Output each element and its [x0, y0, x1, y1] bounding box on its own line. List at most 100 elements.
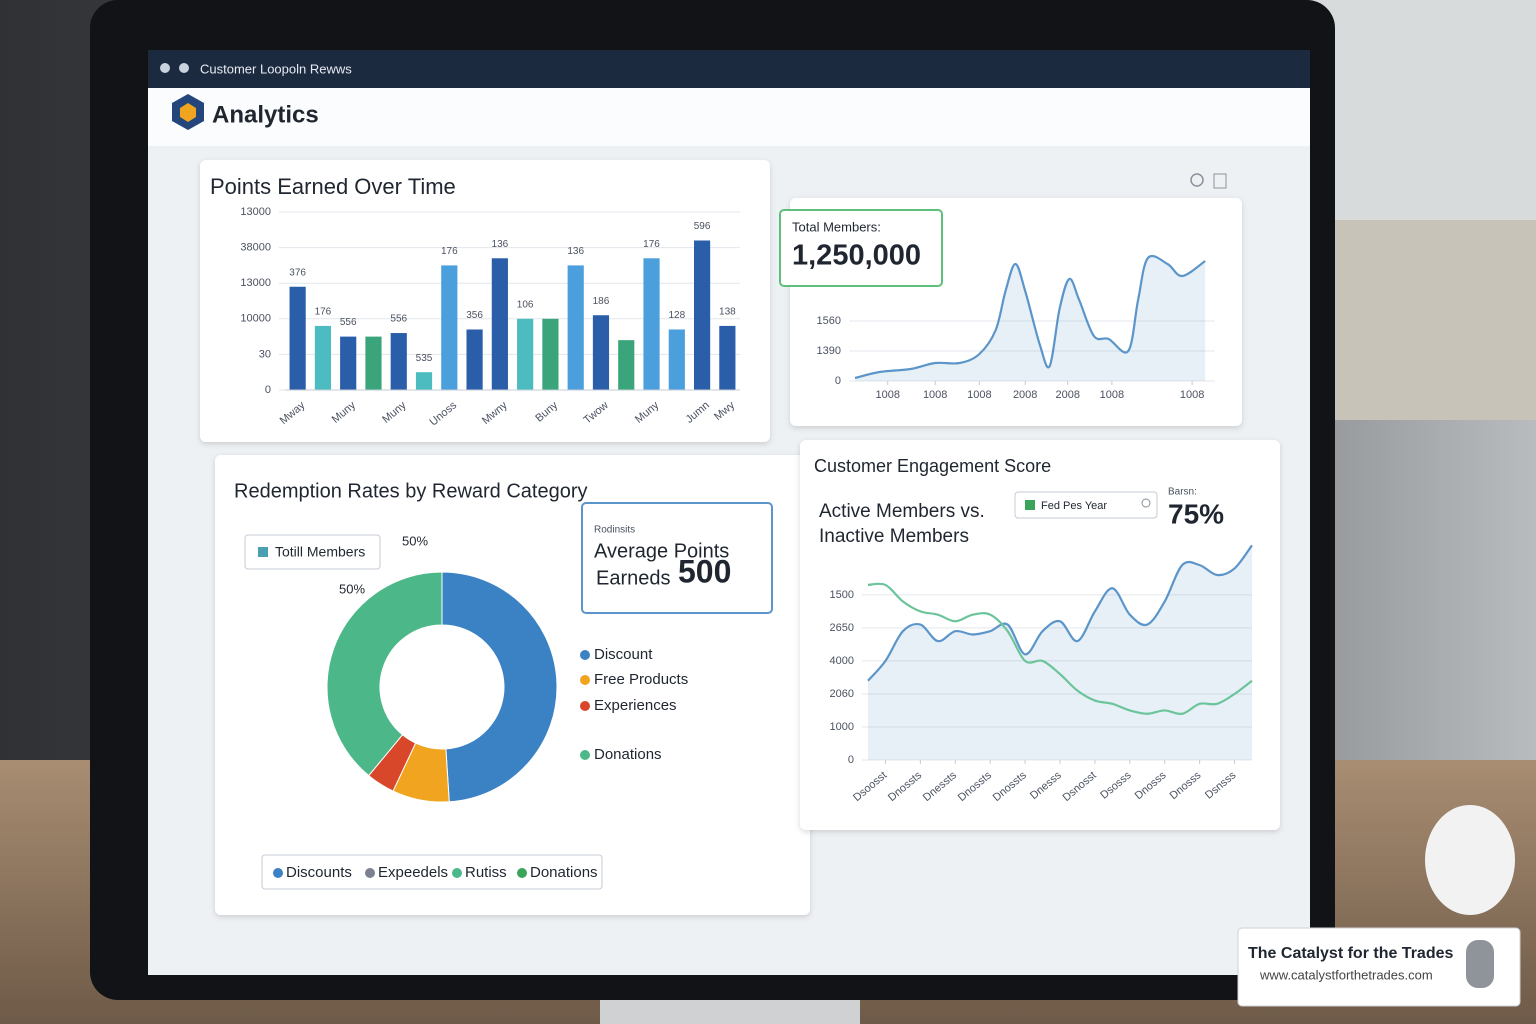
- window-control[interactable]: [179, 63, 189, 73]
- area: [868, 545, 1252, 760]
- bar-annotation: 136: [492, 239, 509, 250]
- window-title: Customer Loopoln Rewws: [200, 61, 352, 76]
- panel: [200, 160, 770, 442]
- legend-dot: [580, 650, 590, 660]
- bar: [289, 286, 306, 390]
- bar: [517, 318, 534, 390]
- app-header: [148, 88, 1310, 146]
- bar-annotation: 106: [517, 299, 534, 310]
- bar-annotation: 138: [719, 307, 736, 318]
- stat-title: Average Points: [594, 540, 729, 562]
- bar-annotation: 136: [567, 246, 584, 257]
- bar: [365, 336, 382, 390]
- bar: [592, 315, 610, 390]
- legend-label: Free Products: [594, 671, 688, 688]
- legend-swatch: [258, 547, 268, 557]
- y-tick-label: 2650: [830, 622, 854, 634]
- y-tick-label: 10000: [240, 313, 271, 325]
- app-name: Analytics: [212, 101, 319, 128]
- search-icon[interactable]: [1141, 498, 1151, 508]
- bar: [542, 318, 559, 390]
- line: [867, 582, 1253, 716]
- bar: [390, 333, 407, 390]
- bar: [466, 329, 483, 390]
- watermark: [1237, 927, 1521, 1007]
- logo: [180, 103, 196, 122]
- x-tick-label: 2008: [1055, 389, 1079, 401]
- stat-card: [779, 209, 943, 287]
- filter-box[interactable]: [1014, 491, 1158, 519]
- legend-dot: [580, 675, 590, 685]
- y-tick-label: 1390: [817, 345, 841, 357]
- stat-label: Rodinsits: [594, 525, 635, 536]
- bar: [567, 265, 584, 390]
- chart-title: Customer Engagement Score: [814, 456, 1051, 476]
- bar: [693, 240, 711, 390]
- legend-box: [244, 534, 381, 570]
- bar-annotation: 376: [289, 267, 306, 278]
- search-icon[interactable]: [1190, 173, 1204, 187]
- bar-annotation: 535: [416, 353, 433, 364]
- y-tick-label: 13000: [240, 277, 271, 289]
- legend-dot: [365, 868, 375, 878]
- bar: [719, 325, 736, 390]
- legend-label: Donations: [530, 864, 598, 881]
- legend-dot: [580, 701, 590, 711]
- watermark-icon: [1466, 940, 1494, 988]
- bar: [314, 325, 332, 390]
- legend-dot: [273, 868, 283, 878]
- y-tick-label: 0: [848, 754, 854, 766]
- y-tick-label: 30: [259, 348, 271, 360]
- donut-slice: [326, 571, 443, 777]
- legend-label: Rutiss: [465, 864, 507, 881]
- y-tick-label: 13000: [240, 206, 271, 218]
- chart-title: Points Earned Over Time: [210, 174, 456, 199]
- legend-label: Expeedels: [378, 864, 448, 881]
- slice-annotation: 50%: [402, 533, 428, 548]
- y-tick-label: 1000: [830, 721, 854, 733]
- x-tick-label: 1008: [923, 389, 947, 401]
- slice-annotation: 50%: [339, 581, 365, 596]
- y-tick-label: 38000: [240, 242, 271, 254]
- legend-dot: [580, 750, 590, 760]
- x-tick-label: 1008: [875, 389, 899, 401]
- stat-label: Total Members:: [792, 219, 881, 234]
- legend-label: Totill Members: [275, 544, 365, 560]
- bar: [668, 329, 685, 390]
- legend-label: Donations: [594, 746, 662, 763]
- chart-subtitle: Active Members vs.: [819, 501, 985, 522]
- bar-annotation: 556: [390, 314, 407, 325]
- x-tick-label: 1008: [1100, 389, 1124, 401]
- bar-annotation: 128: [668, 310, 685, 321]
- legend-label: Experiences: [594, 697, 677, 714]
- title-bar: [148, 50, 1310, 88]
- bar: [491, 258, 508, 390]
- legend-dot: [452, 868, 462, 878]
- bar-annotation: 176: [441, 246, 458, 257]
- bar-annotation: 556: [340, 317, 357, 328]
- y-tick-label: 2060: [830, 688, 854, 700]
- bar: [643, 258, 660, 390]
- stat-label: Barsn:: [1168, 487, 1197, 498]
- y-tick-label: 1500: [830, 589, 854, 601]
- stat-value: 75%: [1168, 498, 1224, 529]
- legend-label: Discount: [594, 646, 653, 663]
- watermark-url: www.catalystforthetrades.com: [1259, 967, 1433, 982]
- legend-dot: [517, 868, 527, 878]
- window-control[interactable]: [160, 63, 170, 73]
- x-tick-label: 2008: [1013, 389, 1037, 401]
- export-icon[interactable]: [1213, 173, 1227, 189]
- line: [867, 544, 1253, 682]
- bar: [441, 265, 458, 390]
- bar-annotation: 596: [694, 221, 711, 232]
- cup: [1425, 805, 1515, 915]
- area: [855, 255, 1206, 381]
- legend-label: Discounts: [286, 864, 352, 881]
- stat-title: Earneds: [596, 567, 671, 589]
- bar: [415, 372, 433, 390]
- y-tick-label: 0: [265, 384, 271, 396]
- filter-label: Fed Pes Year: [1041, 500, 1107, 512]
- donut-slice: [441, 571, 558, 803]
